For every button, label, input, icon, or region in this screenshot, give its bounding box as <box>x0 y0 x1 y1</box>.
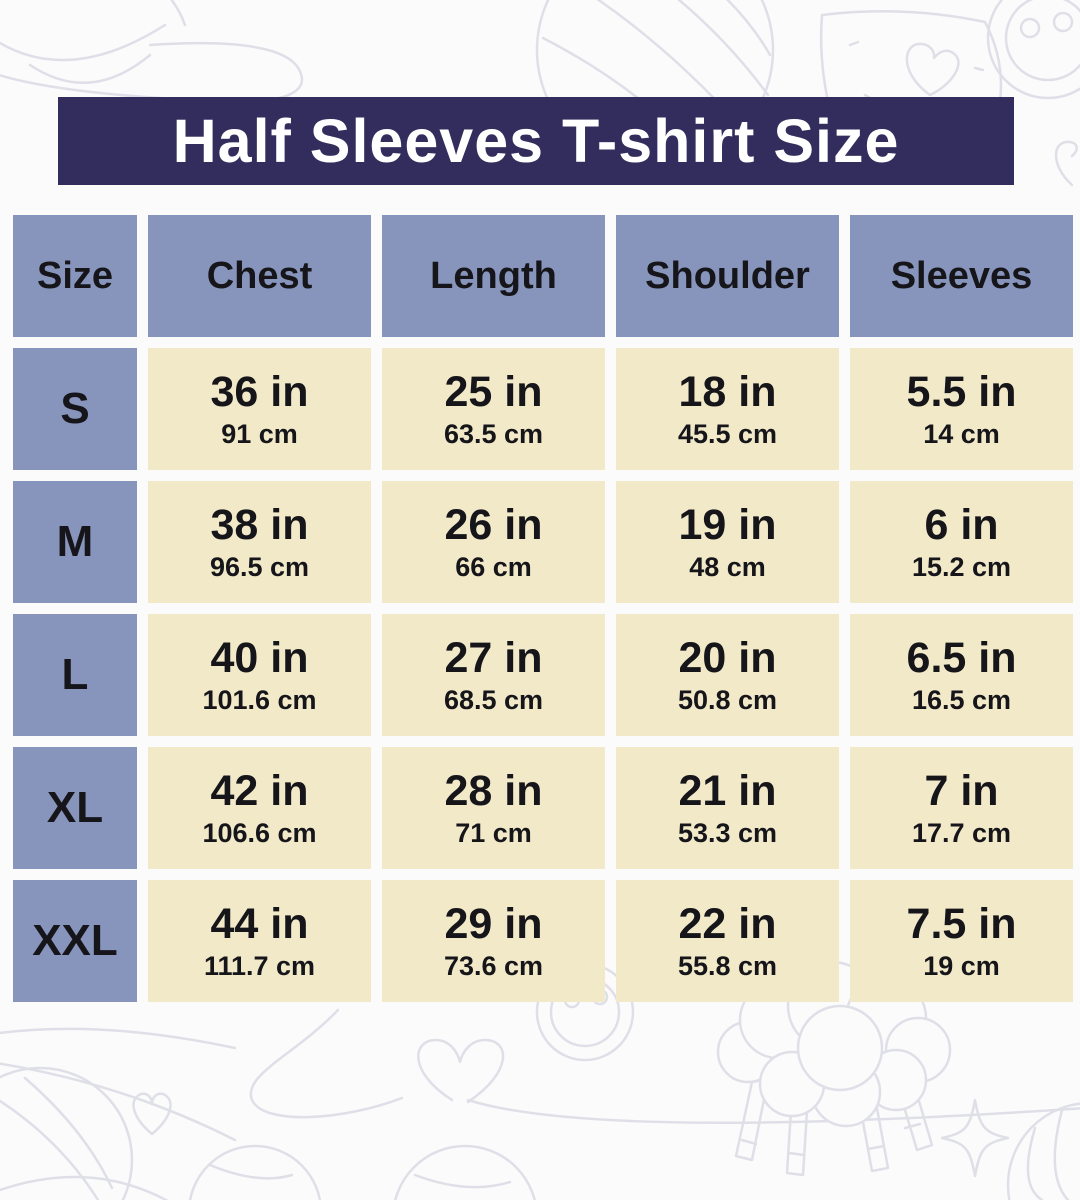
heart-icon <box>1054 140 1078 187</box>
value-cm: 91 cm <box>221 418 298 449</box>
value-cm: 17.7 cm <box>911 817 1012 848</box>
value-inches: 42 in <box>210 766 309 815</box>
cell-l-chest: 40 in 101.6 cm <box>148 614 371 736</box>
value-cm: 48 cm <box>689 551 766 582</box>
value-cm: 101.6 cm <box>202 684 317 715</box>
value-inches: 7.5 in <box>906 899 1017 948</box>
column-header-size: Size <box>13 215 137 337</box>
cell-m-shoulder: 19 in 48 cm <box>616 481 839 603</box>
heart-icon <box>132 1092 172 1136</box>
value-inches: 25 in <box>444 367 543 416</box>
value-inches: 29 in <box>444 899 543 948</box>
yarn-ball-icon <box>1006 1102 1080 1200</box>
value-inches: 7 in <box>924 766 999 815</box>
cell-xl-chest: 42 in 106.6 cm <box>148 747 371 869</box>
value-cm: 66 cm <box>455 551 532 582</box>
cell-s-length: 25 in 63.5 cm <box>382 348 605 470</box>
value-cm: 45.5 cm <box>677 418 778 449</box>
value-inches: 19 in <box>678 500 777 549</box>
cell-xxl-chest: 44 in 111.7 cm <box>148 880 371 1002</box>
value-inches: 18 in <box>678 367 777 416</box>
value-inches: 5.5 in <box>906 367 1017 416</box>
row-label-xl: XL <box>13 747 137 869</box>
cell-m-length: 26 in 66 cm <box>382 481 605 603</box>
thread-heart-icon <box>249 1008 1080 1125</box>
cell-s-chest: 36 in 91 cm <box>148 348 371 470</box>
value-inches: 28 in <box>444 766 543 815</box>
value-cm: 96.5 cm <box>209 551 310 582</box>
sparkle-icon <box>940 1098 1010 1178</box>
cell-xl-sleeves: 7 in 17.7 cm <box>850 747 1073 869</box>
yarn-ball-icon <box>0 1066 134 1200</box>
cell-m-chest: 38 in 96.5 cm <box>148 481 371 603</box>
yarn-ball-icon <box>188 1144 536 1200</box>
cell-m-sleeves: 6 in 15.2 cm <box>850 481 1073 603</box>
row-label-xxl: XXL <box>13 880 137 1002</box>
value-cm: 53.3 cm <box>677 817 778 848</box>
value-inches: 6.5 in <box>906 633 1017 682</box>
row-label-l: L <box>13 614 137 736</box>
value-cm: 55.8 cm <box>677 950 778 981</box>
value-cm: 15.2 cm <box>911 551 1012 582</box>
size-table: Size Chest Length Shoulder Sleeves S 36 … <box>13 215 1073 1002</box>
value-inches: 6 in <box>924 500 999 549</box>
cell-s-shoulder: 18 in 45.5 cm <box>616 348 839 470</box>
value-cm: 71 cm <box>455 817 532 848</box>
cell-xl-length: 28 in 71 cm <box>382 747 605 869</box>
value-inches: 20 in <box>678 633 777 682</box>
cell-s-sleeves: 5.5 in 14 cm <box>850 348 1073 470</box>
value-cm: 73.6 cm <box>443 950 544 981</box>
page-title: Half Sleeves T-shirt Size <box>172 107 900 175</box>
cell-xxl-shoulder: 22 in 55.8 cm <box>616 880 839 1002</box>
row-label-s: S <box>13 348 137 470</box>
value-cm: 106.6 cm <box>202 817 317 848</box>
column-header-chest: Chest <box>148 215 371 337</box>
value-inches: 21 in <box>678 766 777 815</box>
value-inches: 40 in <box>210 633 309 682</box>
title-banner: Half Sleeves T-shirt Size <box>58 97 1014 185</box>
button-icon <box>986 0 1080 100</box>
thread-icon <box>0 1027 237 1200</box>
value-cm: 14 cm <box>923 418 1000 449</box>
value-cm: 16.5 cm <box>911 684 1012 715</box>
column-header-shoulder: Shoulder <box>616 215 839 337</box>
cell-xl-shoulder: 21 in 53.3 cm <box>616 747 839 869</box>
value-cm: 63.5 cm <box>443 418 544 449</box>
cell-l-shoulder: 20 in 50.8 cm <box>616 614 839 736</box>
value-cm: 68.5 cm <box>443 684 544 715</box>
cell-xxl-sleeves: 7.5 in 19 cm <box>850 880 1073 1002</box>
cell-l-sleeves: 6.5 in 16.5 cm <box>850 614 1073 736</box>
column-header-length: Length <box>382 215 605 337</box>
value-inches: 26 in <box>444 500 543 549</box>
value-inches: 38 in <box>210 500 309 549</box>
yarn-ball-icon <box>0 0 304 104</box>
value-cm: 50.8 cm <box>677 684 778 715</box>
value-inches: 27 in <box>444 633 543 682</box>
cell-xxl-length: 29 in 73.6 cm <box>382 880 605 1002</box>
cell-l-length: 27 in 68.5 cm <box>382 614 605 736</box>
row-label-m: M <box>13 481 137 603</box>
value-inches: 44 in <box>210 899 309 948</box>
column-header-sleeves: Sleeves <box>850 215 1073 337</box>
value-cm: 19 cm <box>923 950 1000 981</box>
value-inches: 22 in <box>678 899 777 948</box>
value-inches: 36 in <box>210 367 309 416</box>
value-cm: 111.7 cm <box>203 950 316 981</box>
